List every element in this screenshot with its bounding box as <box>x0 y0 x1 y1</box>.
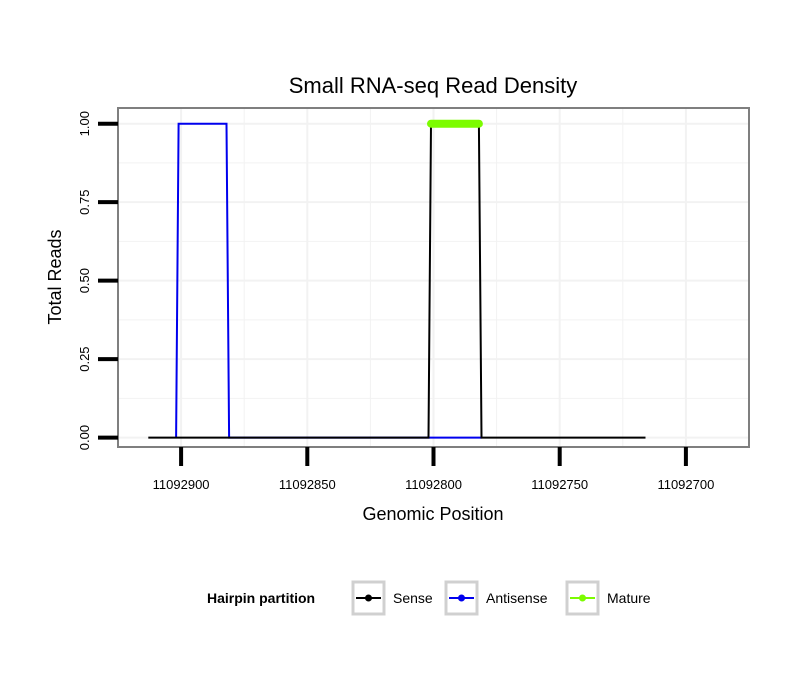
legend-label: Antisense <box>486 590 548 606</box>
y-axis-title: Total Reads <box>45 229 65 324</box>
x-tick-label: 11092700 <box>657 477 714 492</box>
series-line-antisense <box>175 122 482 439</box>
legend-label: Mature <box>607 590 651 606</box>
y-tick-label: 1.00 <box>77 111 92 136</box>
legend-label: Sense <box>393 590 433 606</box>
y-tick-label: 0.75 <box>77 190 92 215</box>
x-tick-label: 11092850 <box>279 477 336 492</box>
x-axis-title: Genomic Position <box>362 504 503 524</box>
y-tick-label: 0.00 <box>77 425 92 450</box>
y-axis: 0.00 0.25 0.50 0.75 1.00 <box>77 111 118 450</box>
y-tick-label: 0.25 <box>77 346 92 371</box>
x-axis: 11092900 11092850 11092800 11092750 11092700 <box>153 447 714 492</box>
x-tick-label: 11092900 <box>153 477 210 492</box>
legend-title: Hairpin partition <box>207 590 315 606</box>
y-tick-label: 0.50 <box>77 268 92 293</box>
legend: Hairpin partition Sense Antisense Mature <box>207 580 651 616</box>
legend-key-point <box>365 594 372 602</box>
legend-entry-mature: Mature <box>565 580 651 616</box>
x-tick-label: 11092800 <box>405 477 462 492</box>
chart-title: Small RNA-seq Read Density <box>289 73 578 98</box>
x-tick-label: 11092750 <box>531 477 588 492</box>
legend-entry-antisense: Antisense <box>444 580 548 616</box>
legend-entry-sense: Sense <box>351 580 433 616</box>
series-layer <box>148 119 646 439</box>
legend-key-point <box>458 594 465 602</box>
legend-key-point <box>579 594 586 602</box>
